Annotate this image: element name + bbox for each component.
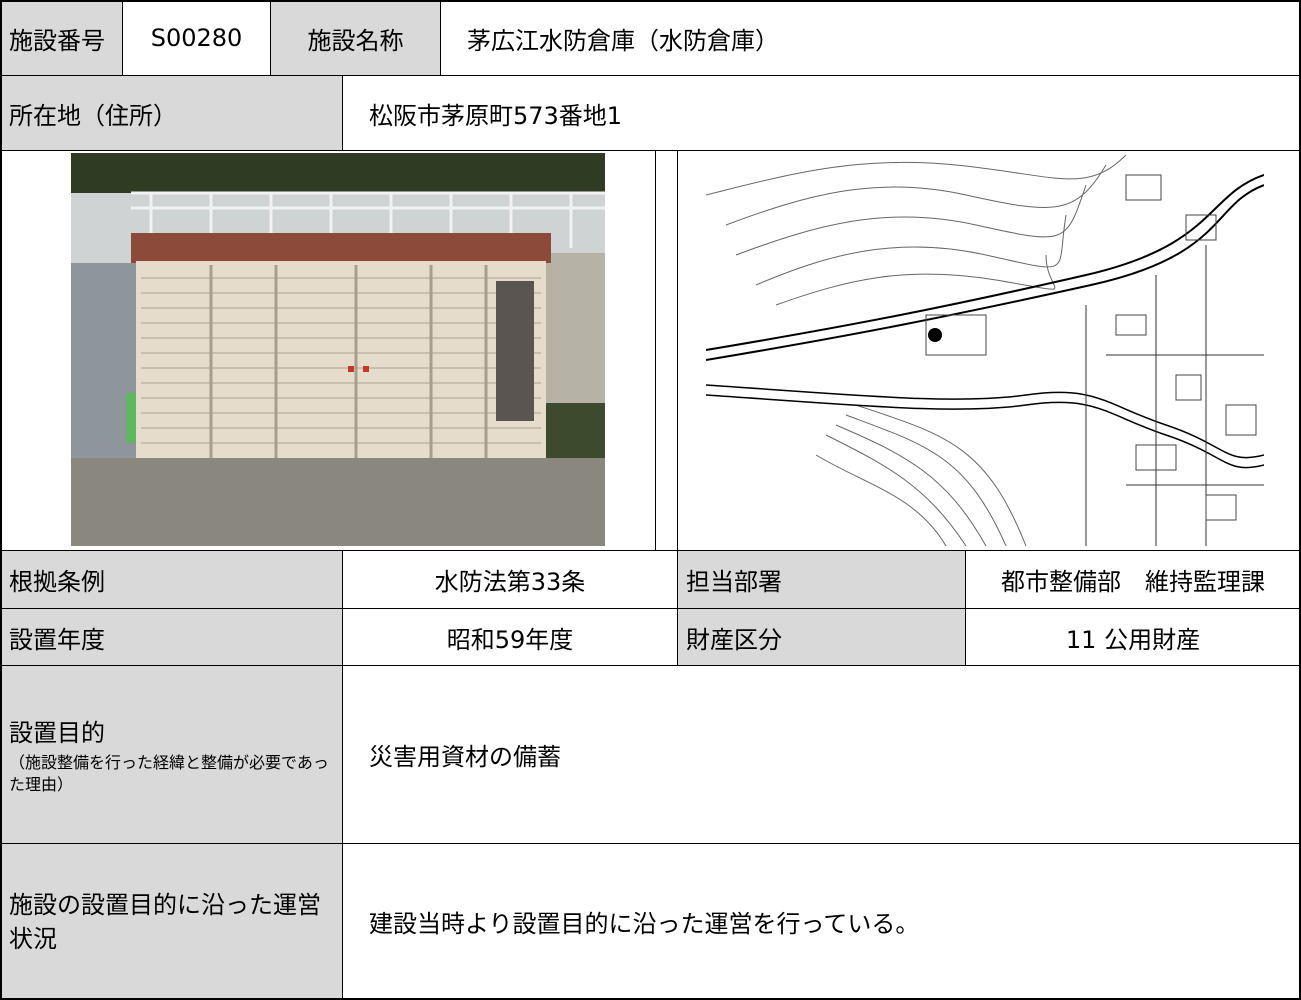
label: 設置年度 <box>9 625 105 654</box>
value-cell: 水防法第33条 <box>342 550 678 609</box>
value-cell: 松阪市茅原町573番地1 <box>342 75 1301 151</box>
label-cell: 施設名称 <box>270 0 441 76</box>
graphic-shape <box>131 233 551 263</box>
graphic-shape <box>1135 444 1177 471</box>
value: 11 公用財産 <box>1065 625 1201 654</box>
graphic-shape <box>141 277 541 444</box>
graphic-shape <box>209 265 488 458</box>
graphic-shape <box>348 366 354 372</box>
value: 水防法第33条 <box>434 568 586 596</box>
map <box>706 155 1264 546</box>
value: 松阪市茅原町573番地1 <box>369 101 623 130</box>
label: 根拠条例 <box>9 568 105 596</box>
graphic-shape <box>496 281 534 421</box>
graphic-shape <box>71 458 605 546</box>
label-cell: 財産区分 <box>677 608 966 666</box>
graphic-shape <box>541 253 605 403</box>
graphic-shape <box>141 277 541 444</box>
graphic-shape <box>1085 245 1264 546</box>
value: 都市整備部 維持監理課 <box>1001 568 1265 596</box>
graphic-shape <box>925 314 987 356</box>
label-cell: 担当部署 <box>677 550 966 609</box>
graphic-shape <box>706 174 1264 351</box>
value: 茅広江水防倉庫（水防倉庫） <box>467 26 779 55</box>
graphic-shape <box>835 424 987 546</box>
graphic-shape <box>1205 494 1237 521</box>
label: 施設名称 <box>307 26 404 55</box>
graphic-shape <box>845 414 1007 546</box>
value-cell: 昭和59年度 <box>342 608 678 666</box>
label: 担当部署 <box>686 568 782 596</box>
graphic-shape <box>706 394 1264 469</box>
graphic-shape <box>925 174 1257 521</box>
graphic-shape <box>735 184 1087 256</box>
graphic-shape <box>1225 404 1257 436</box>
graphic-shape <box>725 164 1107 226</box>
photo <box>71 153 605 546</box>
label-cell: 施設番号 <box>0 0 123 76</box>
spacer-cell <box>655 150 678 551</box>
graphic-shape <box>706 155 1264 546</box>
value-cell: 都市整備部 維持監理課 <box>965 550 1301 609</box>
value-cell: S00280 <box>122 0 271 76</box>
label-note: （施設整備を行った経緯と整備が必要であった理由） <box>9 753 329 794</box>
label: 設置目的 <box>9 719 105 747</box>
label: 施設番号 <box>9 26 105 55</box>
graphic-shape <box>706 184 1264 361</box>
graphic-shape <box>706 155 1127 196</box>
label-cell: 施設の設置目的に沿った運営状況 <box>0 843 343 1000</box>
value: 建設当時より設置目的に沿った運営を行っている。 <box>369 910 920 938</box>
graphic-shape <box>1175 374 1202 401</box>
label: 所在地（住所） <box>9 101 177 130</box>
graphic-shape <box>131 191 605 248</box>
value: 昭和59年度 <box>446 625 574 654</box>
value-cell: 災害用資材の備蓄 <box>342 665 1301 844</box>
label-cell: 設置目的 （施設整備を行った経緯と整備が必要であった理由） <box>0 665 343 844</box>
graphic-shape <box>1125 174 1162 201</box>
label-cell: 設置年度 <box>0 608 343 666</box>
graphic-shape <box>855 404 1027 546</box>
value: S00280 <box>150 24 243 52</box>
graphic-shape <box>1185 214 1217 241</box>
label: 施設の設置目的に沿った運営状況 <box>9 890 321 953</box>
label-cell: 所在地（住所） <box>0 75 343 151</box>
map-marker <box>928 328 942 342</box>
label: 財産区分 <box>686 625 782 654</box>
label-cell: 根拠条例 <box>0 550 343 609</box>
graphic-shape <box>755 214 1067 286</box>
value-cell: 茅広江水防倉庫（水防倉庫） <box>440 0 1301 76</box>
graphic-shape <box>706 384 1264 459</box>
value: 災害用資材の備蓄 <box>369 743 561 771</box>
graphic-shape <box>815 454 947 546</box>
graphic-shape <box>825 434 967 546</box>
value-cell: 11 公用財産 <box>965 608 1301 666</box>
graphic-shape <box>363 366 369 372</box>
graphic-shape <box>1115 314 1147 336</box>
value-cell: 建設当時より設置目的に沿った運営を行っている。 <box>342 843 1301 1000</box>
